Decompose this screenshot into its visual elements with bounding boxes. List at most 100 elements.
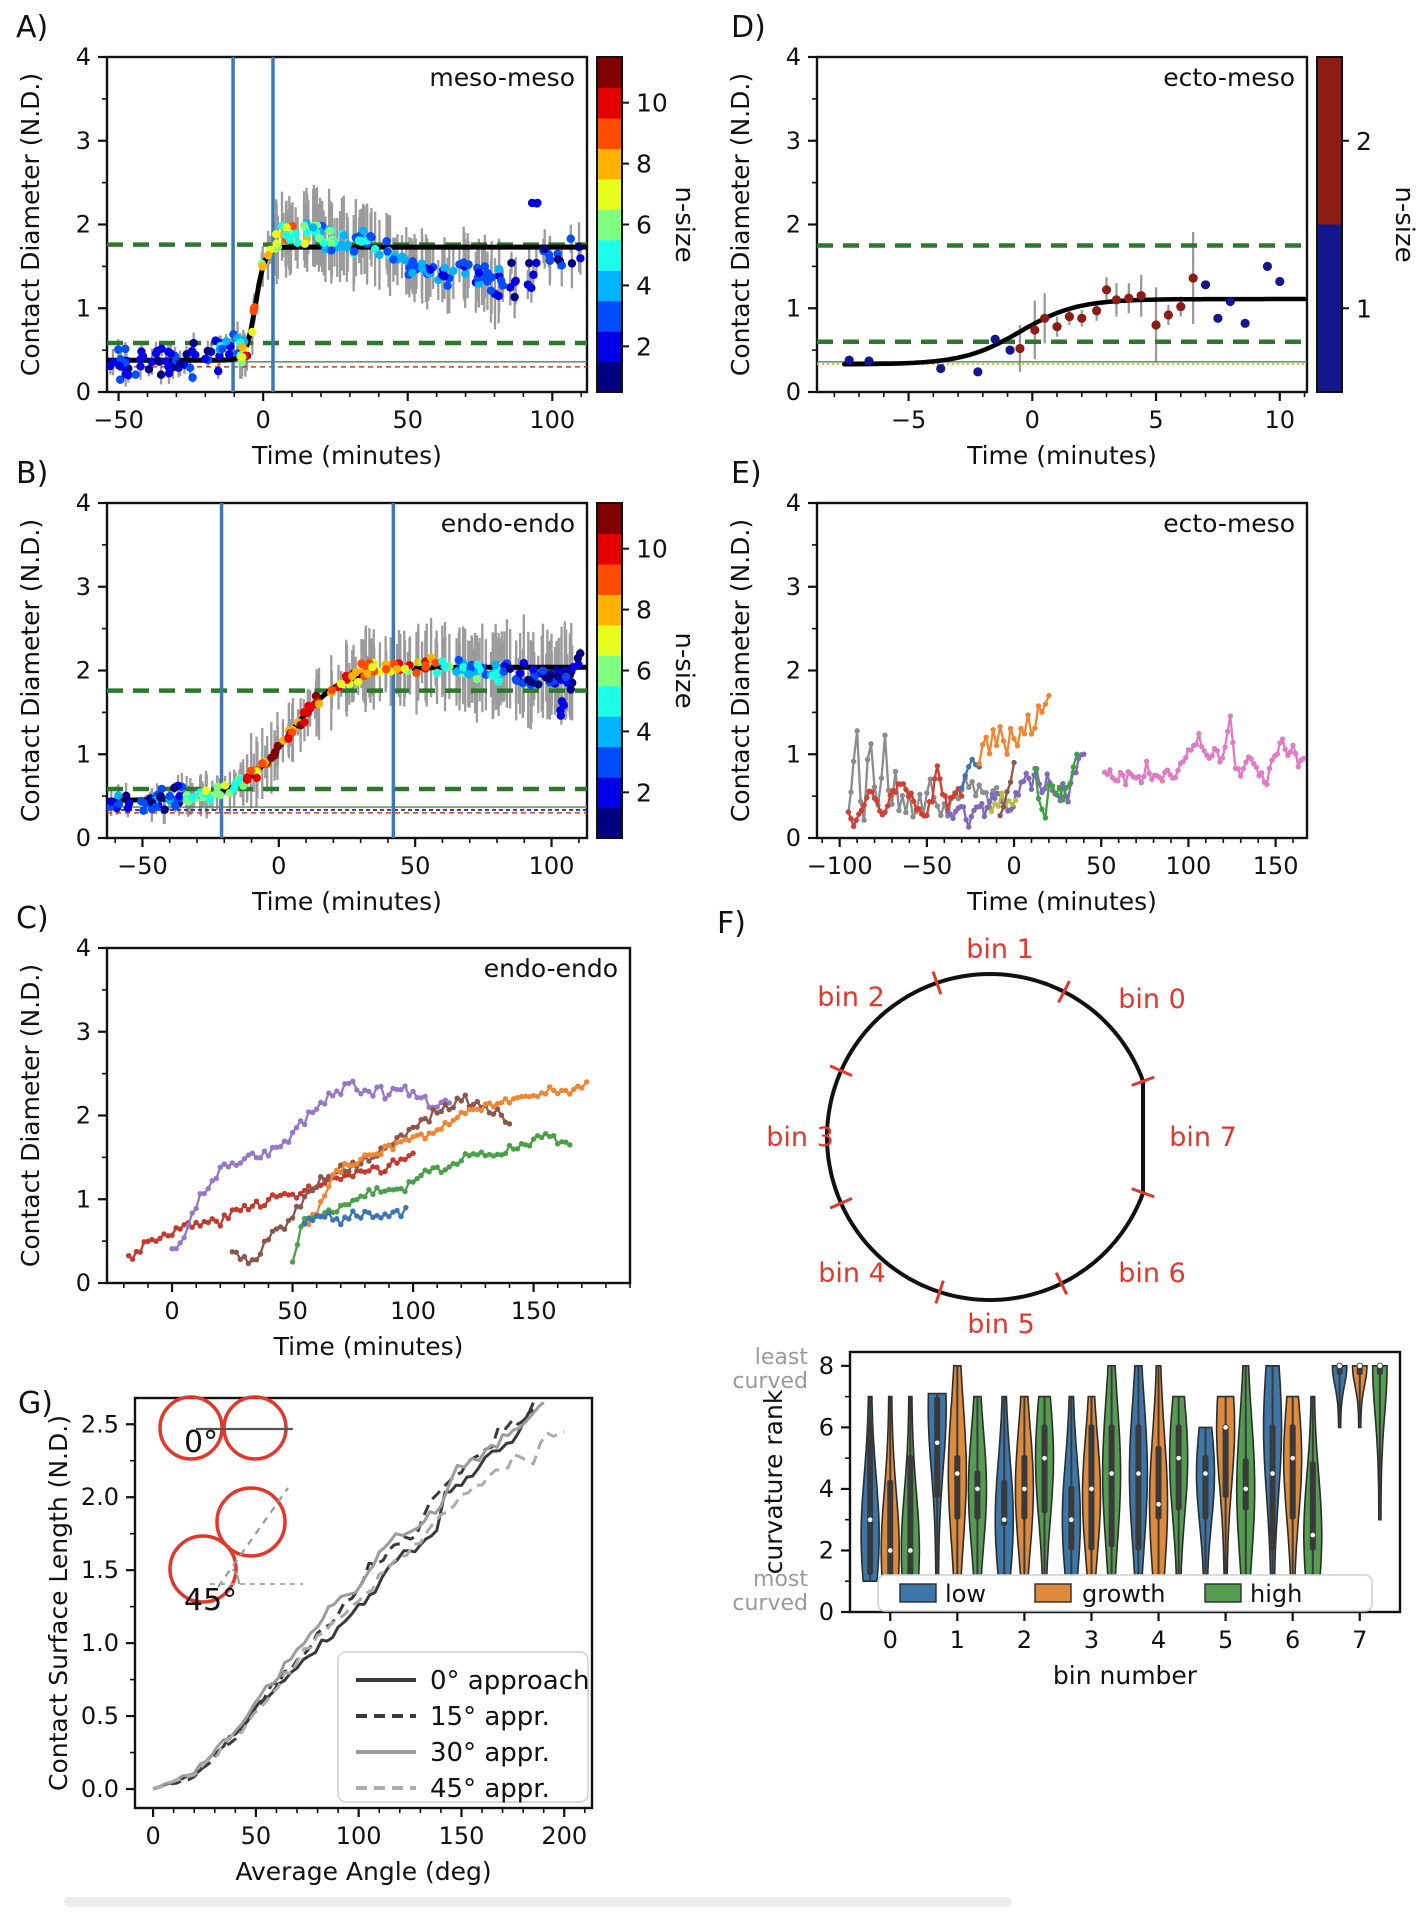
svg-text:Time (minutes): Time (minutes) xyxy=(966,887,1157,916)
svg-text:50: 50 xyxy=(1086,852,1117,880)
panel-letter-e: E) xyxy=(731,456,762,491)
svg-text:Time (minutes): Time (minutes) xyxy=(251,887,442,916)
svg-text:50: 50 xyxy=(277,1297,308,1325)
svg-text:ecto-meso: ecto-meso xyxy=(1163,63,1295,92)
svg-text:6: 6 xyxy=(636,657,652,686)
svg-text:endo-endo: endo-endo xyxy=(484,954,618,983)
svg-text:5: 5 xyxy=(1218,1626,1233,1654)
svg-text:3: 3 xyxy=(786,573,801,601)
svg-text:1: 1 xyxy=(76,740,91,768)
svg-text:bin 2: bin 2 xyxy=(817,982,885,1013)
svg-text:n-size: n-size xyxy=(669,632,699,708)
svg-text:150: 150 xyxy=(1253,852,1299,880)
svg-text:0° approach: 0° approach xyxy=(430,1666,589,1696)
svg-text:most: most xyxy=(753,1567,808,1592)
panel-G: 0 50 100 150 200 0.0 0.5 1.0 1.5 2.0 2.5 Average An… xyxy=(44,1395,594,1886)
svg-text:1.0: 1.0 xyxy=(81,1629,119,1657)
svg-text:bin 7: bin 7 xyxy=(1169,1122,1237,1153)
panel-letter-d: D) xyxy=(731,10,766,45)
svg-text:1: 1 xyxy=(1356,294,1372,323)
svg-text:0: 0 xyxy=(1025,406,1040,434)
svg-text:0: 0 xyxy=(1006,852,1021,880)
svg-text:−5: −5 xyxy=(891,406,926,434)
svg-text:Average Angle (deg): Average Angle (deg) xyxy=(235,1857,491,1886)
svg-text:4: 4 xyxy=(786,43,801,71)
svg-text:50: 50 xyxy=(392,406,423,434)
panel-D: −5 0 5 10 0 1 2 3 4 Time (minutes) Contact Diamete… xyxy=(726,43,1419,470)
svg-text:4: 4 xyxy=(1151,1626,1166,1654)
svg-text:6: 6 xyxy=(1285,1626,1300,1654)
panel-C: 0 50 100 150 0 1 2 3 4 Time (minutes) Contact Diam… xyxy=(16,934,632,1361)
svg-text:2: 2 xyxy=(636,332,652,361)
caption-strip xyxy=(64,1897,1012,1907)
svg-text:Time (minutes): Time (minutes) xyxy=(966,441,1157,470)
panel-letter-c: C) xyxy=(16,901,49,936)
svg-text:Contact Diameter (N.D.): Contact Diameter (N.D.) xyxy=(16,519,45,822)
svg-text:3: 3 xyxy=(786,127,801,155)
svg-text:−50: −50 xyxy=(902,852,953,880)
svg-text:15° appr.: 15° appr. xyxy=(430,1702,550,1732)
panel-letter-f: F) xyxy=(717,906,746,941)
svg-text:0.0: 0.0 xyxy=(81,1775,119,1803)
svg-text:0: 0 xyxy=(786,824,801,852)
svg-text:bin 3: bin 3 xyxy=(766,1122,834,1153)
svg-text:0: 0 xyxy=(786,378,801,406)
svg-text:Contact Diameter (N.D.): Contact Diameter (N.D.) xyxy=(16,73,45,376)
svg-text:150: 150 xyxy=(439,1822,485,1850)
panel-letter-b: B) xyxy=(16,456,49,491)
svg-text:8: 8 xyxy=(636,596,652,625)
svg-text:0: 0 xyxy=(883,1626,898,1654)
svg-text:high: high xyxy=(1250,1580,1302,1608)
svg-text:1: 1 xyxy=(786,294,801,322)
svg-text:7: 7 xyxy=(1352,1626,1367,1654)
svg-text:2: 2 xyxy=(819,1536,834,1564)
svg-text:1.5: 1.5 xyxy=(81,1556,119,1584)
svg-text:50: 50 xyxy=(400,852,431,880)
panel-F1: bin 1 bin 0 bin 2 bin 3 bin 7 bin 4 bin 6 bin 5 xyxy=(766,934,1237,1340)
svg-text:100: 100 xyxy=(390,1297,436,1325)
svg-text:150: 150 xyxy=(511,1297,557,1325)
svg-text:2: 2 xyxy=(786,657,801,685)
panel-E: −100 −50 0 50 100 150 0 1 2 3 4 Time (minutes) Conta… xyxy=(726,489,1309,916)
svg-text:3: 3 xyxy=(76,573,91,601)
svg-text:Contact Diameter (N.D.): Contact Diameter (N.D.) xyxy=(726,73,755,376)
svg-text:Time (minutes): Time (minutes) xyxy=(273,1332,464,1361)
svg-text:100: 100 xyxy=(529,406,575,434)
svg-text:−100: −100 xyxy=(807,852,873,880)
svg-text:bin 5: bin 5 xyxy=(967,1309,1035,1340)
svg-text:n-size: n-size xyxy=(669,186,699,262)
svg-text:0: 0 xyxy=(271,852,286,880)
panel-F2: 0 1 2 3 4 5 6 7 0 2 4 6 8 bin number curvature rank low… xyxy=(732,1345,1402,1690)
svg-text:growth: growth xyxy=(1082,1580,1166,1608)
svg-text:4: 4 xyxy=(76,934,91,962)
svg-text:2.0: 2.0 xyxy=(81,1483,119,1511)
svg-text:Contact Surface Length (N.D.): Contact Surface Length (N.D.) xyxy=(44,1415,73,1791)
panel-B: −50 0 50 100 0 1 2 3 4 Time (minutes) Contact Diam… xyxy=(16,489,699,916)
svg-text:0: 0 xyxy=(76,824,91,852)
svg-text:endo-endo: endo-endo xyxy=(441,509,575,538)
svg-text:2: 2 xyxy=(1017,1626,1032,1654)
svg-text:45°: 45° xyxy=(184,1583,237,1618)
svg-text:4: 4 xyxy=(76,43,91,71)
svg-text:2: 2 xyxy=(1356,127,1372,156)
svg-text:−50: −50 xyxy=(117,852,168,880)
svg-text:0: 0 xyxy=(76,378,91,406)
svg-text:2: 2 xyxy=(786,211,801,239)
svg-text:0: 0 xyxy=(164,1297,179,1325)
svg-text:4: 4 xyxy=(636,271,652,300)
svg-text:Contact Diameter (N.D.): Contact Diameter (N.D.) xyxy=(726,519,755,822)
svg-text:3: 3 xyxy=(76,127,91,155)
svg-text:5: 5 xyxy=(1148,406,1163,434)
panel-letter-a: A) xyxy=(16,10,49,45)
svg-text:45° appr.: 45° appr. xyxy=(430,1774,550,1804)
svg-text:1: 1 xyxy=(950,1626,965,1654)
svg-text:curvature rank: curvature rank xyxy=(759,1389,788,1574)
svg-text:2: 2 xyxy=(76,211,91,239)
svg-text:2.5: 2.5 xyxy=(81,1410,119,1438)
svg-text:100: 100 xyxy=(529,852,575,880)
svg-text:curved: curved xyxy=(732,1591,808,1616)
svg-text:2: 2 xyxy=(76,1102,91,1130)
